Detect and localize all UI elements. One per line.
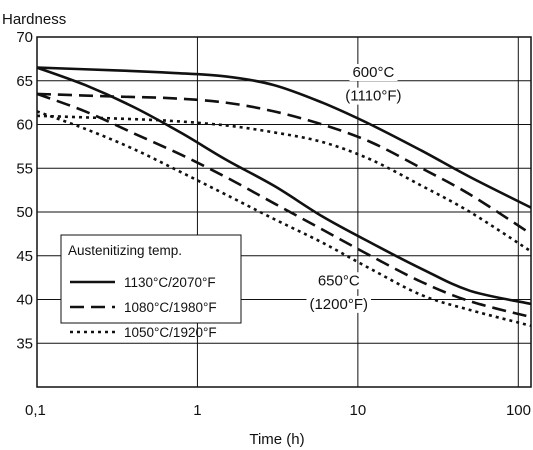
x-tick-label-2: 10 (350, 402, 367, 419)
legend: Austenitizing temp. 1130°C/2070°F 1080°C… (60, 234, 242, 340)
annotation-650-line2: (1200°F) (309, 296, 368, 313)
annotation-background (349, 64, 398, 81)
series-600-dashed-line (36, 92, 532, 235)
plot-frame (36, 36, 532, 388)
x-tick-label-0: 0,1 (25, 402, 46, 419)
legend-entry-1130: 1130°C/2070°F (124, 275, 216, 290)
y-axis-label: Hardness (2, 11, 66, 28)
x-tick-label-3: 100 (506, 402, 531, 419)
annotation-background (314, 272, 363, 290)
y-tick-label-50: 50 (16, 204, 33, 221)
y-tick-label-35: 35 (16, 335, 33, 352)
y-tick-label-55: 55 (16, 160, 33, 177)
y-tick-label-65: 65 (16, 73, 33, 90)
legend-entry-1050: 1050°C/1920°F (124, 325, 217, 340)
series-650-solid-line (36, 66, 532, 306)
annotation-background (306, 295, 372, 313)
annotation-background (342, 87, 405, 105)
legend-entry-1080: 1080°C/1980°F (124, 300, 217, 315)
series-600-solid-line (36, 66, 532, 209)
annotation-layer: 600°C (1110°F) 650°C (1200°F) (306, 64, 405, 313)
series-600-dotted-line (36, 114, 532, 253)
legend-box (60, 234, 242, 324)
y-tick-label-45: 45 (16, 248, 33, 265)
y-tick-label-40: 40 (16, 292, 33, 309)
legend-title: Austenitizing temp. (68, 243, 182, 258)
y-tick-label-60: 60 (16, 117, 33, 134)
x-axis-label: Time (h) (249, 431, 304, 448)
annotation-600-line2: (1110°F) (345, 88, 401, 105)
y-tick-label-70: 70 (16, 29, 33, 46)
annotation-600-line1: 600°C (352, 64, 394, 81)
series-650-dotted-line (36, 110, 532, 328)
tick-labels: 35 40 45 50 55 60 65 70 0,1 1 10 100 (16, 29, 531, 419)
annotation-650-line1: 650°C (318, 272, 360, 289)
series-layer (36, 66, 532, 328)
x-tick-label-1: 1 (193, 402, 201, 419)
series-650-dashed-line (36, 92, 532, 319)
